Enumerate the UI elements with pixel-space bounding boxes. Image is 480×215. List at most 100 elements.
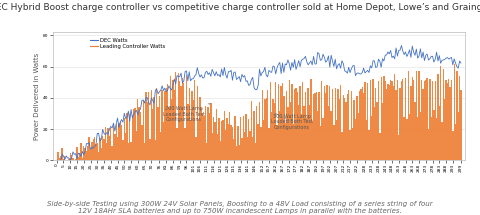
Bar bbox=[416, 71, 417, 160]
Bar bbox=[381, 77, 382, 160]
Bar bbox=[313, 94, 314, 160]
Bar bbox=[330, 111, 332, 160]
Bar bbox=[189, 88, 190, 160]
Bar bbox=[306, 118, 308, 160]
Legend: DEC Watts, Leading Controller Watts: DEC Watts, Leading Controller Watts bbox=[88, 36, 168, 51]
Bar bbox=[367, 83, 368, 160]
Bar bbox=[257, 124, 259, 160]
Bar bbox=[205, 106, 206, 160]
Bar bbox=[352, 129, 353, 160]
Bar bbox=[260, 127, 262, 160]
Bar bbox=[337, 89, 338, 160]
Bar bbox=[217, 134, 218, 160]
Bar bbox=[432, 81, 433, 160]
Bar bbox=[343, 95, 344, 160]
Bar bbox=[294, 89, 295, 160]
Bar bbox=[323, 118, 324, 160]
Bar bbox=[425, 80, 426, 160]
Bar bbox=[86, 151, 87, 160]
Bar bbox=[414, 102, 416, 160]
Bar bbox=[371, 116, 372, 160]
Bar bbox=[288, 80, 290, 160]
Bar bbox=[338, 99, 340, 160]
Bar bbox=[204, 116, 205, 160]
Bar bbox=[149, 139, 151, 160]
Bar bbox=[108, 128, 109, 160]
Bar bbox=[358, 112, 359, 160]
Bar bbox=[110, 128, 111, 160]
Bar bbox=[59, 158, 60, 160]
Bar bbox=[126, 112, 128, 160]
Bar bbox=[272, 99, 274, 160]
Bar bbox=[121, 124, 122, 160]
Bar bbox=[178, 73, 179, 160]
Bar bbox=[168, 107, 169, 160]
Bar bbox=[233, 139, 235, 160]
Bar bbox=[457, 112, 459, 160]
Bar bbox=[95, 144, 96, 160]
Bar bbox=[102, 136, 103, 160]
Bar bbox=[408, 71, 409, 160]
Bar bbox=[366, 120, 367, 160]
Text: DEC Hybrid Boost charge controller vs competitive charge controller sold at Home: DEC Hybrid Boost charge controller vs co… bbox=[0, 3, 480, 12]
Bar bbox=[448, 79, 449, 160]
Bar bbox=[190, 120, 191, 160]
Bar bbox=[206, 143, 207, 160]
Bar bbox=[60, 155, 61, 160]
Bar bbox=[372, 79, 374, 160]
Bar bbox=[345, 102, 347, 160]
Bar bbox=[76, 147, 78, 160]
Bar bbox=[218, 118, 220, 160]
Bar bbox=[117, 137, 118, 160]
Bar bbox=[409, 114, 410, 160]
Bar bbox=[128, 143, 129, 160]
Bar bbox=[174, 90, 175, 160]
Bar bbox=[276, 125, 278, 160]
Bar bbox=[348, 90, 349, 160]
Bar bbox=[198, 119, 199, 160]
Bar bbox=[230, 125, 232, 160]
Bar bbox=[103, 139, 105, 160]
Bar bbox=[295, 88, 297, 160]
Bar bbox=[192, 100, 194, 160]
Bar bbox=[251, 101, 252, 160]
Bar bbox=[376, 102, 378, 160]
Bar bbox=[197, 86, 198, 160]
Text: 200 Watt Lamp
Loaded Both Test
Configurations: 200 Watt Lamp Loaded Both Test Configura… bbox=[163, 103, 210, 122]
Bar bbox=[351, 92, 352, 160]
Bar bbox=[452, 131, 454, 160]
Bar bbox=[96, 143, 98, 160]
Bar bbox=[201, 108, 202, 160]
Bar bbox=[137, 99, 139, 160]
Bar bbox=[159, 96, 160, 160]
Bar bbox=[245, 114, 247, 160]
Bar bbox=[236, 146, 237, 160]
Bar bbox=[235, 116, 236, 160]
Bar bbox=[212, 133, 213, 160]
Bar bbox=[419, 71, 420, 160]
Bar bbox=[275, 82, 276, 160]
Bar bbox=[99, 138, 101, 160]
Bar bbox=[341, 132, 343, 160]
Bar bbox=[124, 118, 125, 160]
Bar bbox=[320, 126, 321, 160]
Bar bbox=[184, 127, 186, 160]
Bar bbox=[248, 119, 249, 160]
Bar bbox=[61, 148, 63, 160]
Bar bbox=[349, 130, 351, 160]
Bar bbox=[422, 89, 424, 160]
Bar bbox=[433, 110, 434, 160]
Bar bbox=[64, 156, 65, 160]
Bar bbox=[179, 81, 180, 160]
Bar bbox=[325, 93, 326, 160]
Bar bbox=[145, 92, 146, 160]
Bar bbox=[58, 152, 59, 160]
Bar bbox=[72, 158, 73, 160]
Bar bbox=[70, 153, 71, 160]
Bar bbox=[332, 89, 333, 160]
Bar bbox=[225, 130, 227, 160]
Bar bbox=[280, 86, 282, 160]
Bar bbox=[68, 159, 70, 160]
Bar bbox=[364, 82, 366, 160]
Bar bbox=[375, 88, 376, 160]
